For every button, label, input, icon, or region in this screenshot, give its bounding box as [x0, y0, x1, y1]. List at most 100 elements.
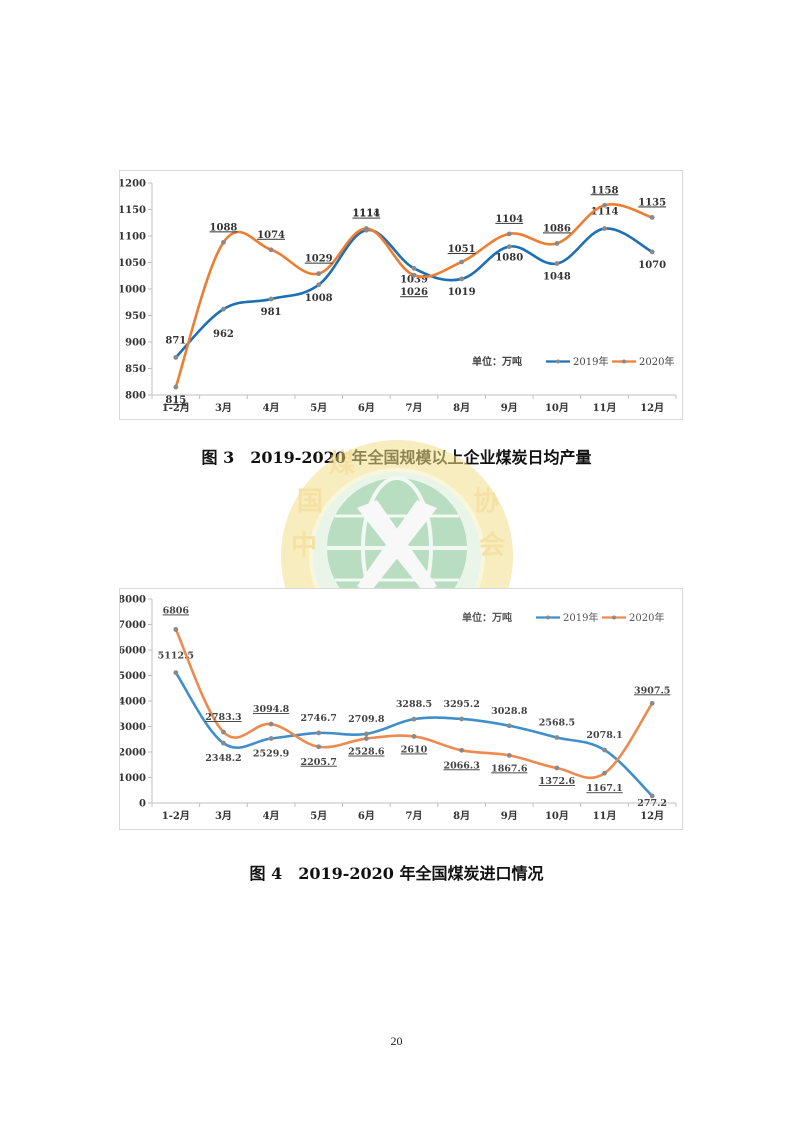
x-tick-label: 10月: [545, 402, 569, 414]
y-tick-label: 1100: [120, 232, 146, 243]
data-label: 2709.8: [348, 714, 385, 725]
data-point: [506, 723, 512, 729]
data-label: 3028.8: [491, 706, 528, 717]
y-tick-label: 6000: [120, 646, 146, 657]
data-point: [268, 736, 274, 741]
x-tick-label: 10月: [545, 810, 569, 822]
data-label: 2746.7: [301, 713, 337, 724]
data-point: [173, 354, 179, 360]
data-point: [411, 265, 417, 271]
data-point: [554, 735, 560, 740]
data-point: [316, 271, 322, 277]
data-label: 1080: [495, 253, 523, 264]
data-label: 277.2: [637, 798, 667, 809]
data-label: 2205.7: [301, 757, 337, 768]
data-label: 1867.6: [491, 763, 528, 774]
x-tick-label: 5月: [310, 810, 327, 822]
data-label: 2783.3: [205, 712, 241, 723]
data-label: 3288.5: [396, 699, 432, 710]
data-point: [173, 627, 179, 632]
data-point: [221, 729, 226, 735]
x-tick-label: 1-2月: [162, 402, 190, 414]
data-point: [268, 721, 274, 727]
x-tick-label: 3月: [215, 810, 232, 822]
data-point: [221, 239, 226, 245]
data-label: 1029: [305, 254, 333, 265]
data-label: 1111: [352, 208, 380, 219]
data-point: [649, 215, 655, 220]
y-tick-label: 950: [125, 311, 146, 322]
data-point: [363, 731, 369, 737]
data-label: 1167.1: [586, 783, 622, 794]
data-point: [221, 740, 226, 746]
x-tick-label: 4月: [263, 402, 280, 414]
data-point: [506, 231, 512, 237]
y-tick-label: 3000: [120, 722, 146, 733]
data-label: 1008: [305, 293, 333, 304]
data-label: 1051: [448, 244, 476, 255]
chart-svg-output: 800 850 900 950 1000 1050 1100 1150 1200 1-2月 3月 4月…: [120, 179, 677, 414]
data-point: [411, 716, 417, 722]
y-tick-label: 8000: [120, 595, 146, 606]
data-point: [363, 226, 369, 231]
x-tick-label: 4月: [263, 810, 280, 822]
y-tick-label: 0: [139, 799, 146, 810]
data-label: 1114: [591, 207, 619, 218]
data-label: 5112.5: [158, 651, 194, 662]
y-tick-label: 5000: [120, 671, 146, 682]
y-tick-label: 1000: [120, 285, 146, 296]
data-point: [411, 272, 417, 278]
chart-coal-imports: 0 1000 2000 3000 4000 5000 6000 7000 8000 1-2月 3月 4…: [119, 588, 683, 830]
x-tick-label: 6月: [358, 810, 375, 822]
data-label: 962: [213, 329, 234, 340]
data-point: [363, 736, 369, 741]
data-label: 3094.8: [253, 704, 290, 715]
data-point: [459, 747, 465, 753]
legend-entry: 2020年: [629, 611, 664, 624]
x-tick-label: 8月: [453, 810, 470, 822]
data-point: [316, 282, 322, 288]
x-tick-label: 12月: [640, 810, 664, 822]
data-point: [602, 770, 607, 776]
data-point: [316, 730, 322, 736]
x-tick-label: 8月: [453, 402, 470, 414]
data-point: [649, 249, 655, 255]
data-label: 1114: [352, 209, 380, 220]
data-label: 2528.6: [348, 747, 385, 758]
x-tick-label: 1-2月: [162, 810, 190, 822]
x-tick-label: 3月: [215, 402, 232, 414]
data-label: 1158: [591, 185, 619, 196]
page-number: 20: [390, 1034, 403, 1048]
y-tick-label: 1050: [120, 258, 146, 269]
data-point: [649, 793, 655, 799]
x-tick-label: 9月: [501, 810, 518, 822]
y-tick-label: 4000: [120, 697, 146, 708]
data-label: 2348.2: [205, 753, 241, 764]
data-label: 871: [165, 335, 186, 346]
data-point: [173, 670, 179, 676]
data-point: [268, 247, 274, 253]
data-label: 2066.3: [443, 760, 479, 771]
data-point: [554, 765, 560, 771]
data-label: 2568.5: [539, 718, 575, 729]
data-label: 1074: [257, 230, 285, 241]
data-point: [173, 384, 179, 390]
data-label: 1104: [495, 214, 523, 225]
data-label: 1039: [400, 274, 428, 285]
legend-marker: [556, 359, 560, 364]
data-point: [554, 241, 560, 246]
data-label: 2078.1: [586, 730, 622, 741]
data-point: [459, 259, 465, 265]
chart-coal-daily-output: 800 850 900 950 1000 1050 1100 1150 1200 1-2月 3月 4月…: [119, 170, 683, 420]
data-point: [316, 744, 322, 750]
x-tick-label: 12月: [640, 402, 664, 414]
data-label: 2529.9: [253, 748, 290, 759]
y-tick-label: 1150: [120, 205, 146, 216]
data-label: 815: [165, 395, 186, 406]
data-point: [602, 747, 607, 753]
legend-entry: 2019年: [573, 355, 608, 368]
data-label: 3295.2: [443, 699, 479, 710]
data-label: 1372.6: [539, 776, 576, 787]
data-point: [602, 226, 607, 231]
x-tick-label: 9月: [501, 402, 518, 414]
